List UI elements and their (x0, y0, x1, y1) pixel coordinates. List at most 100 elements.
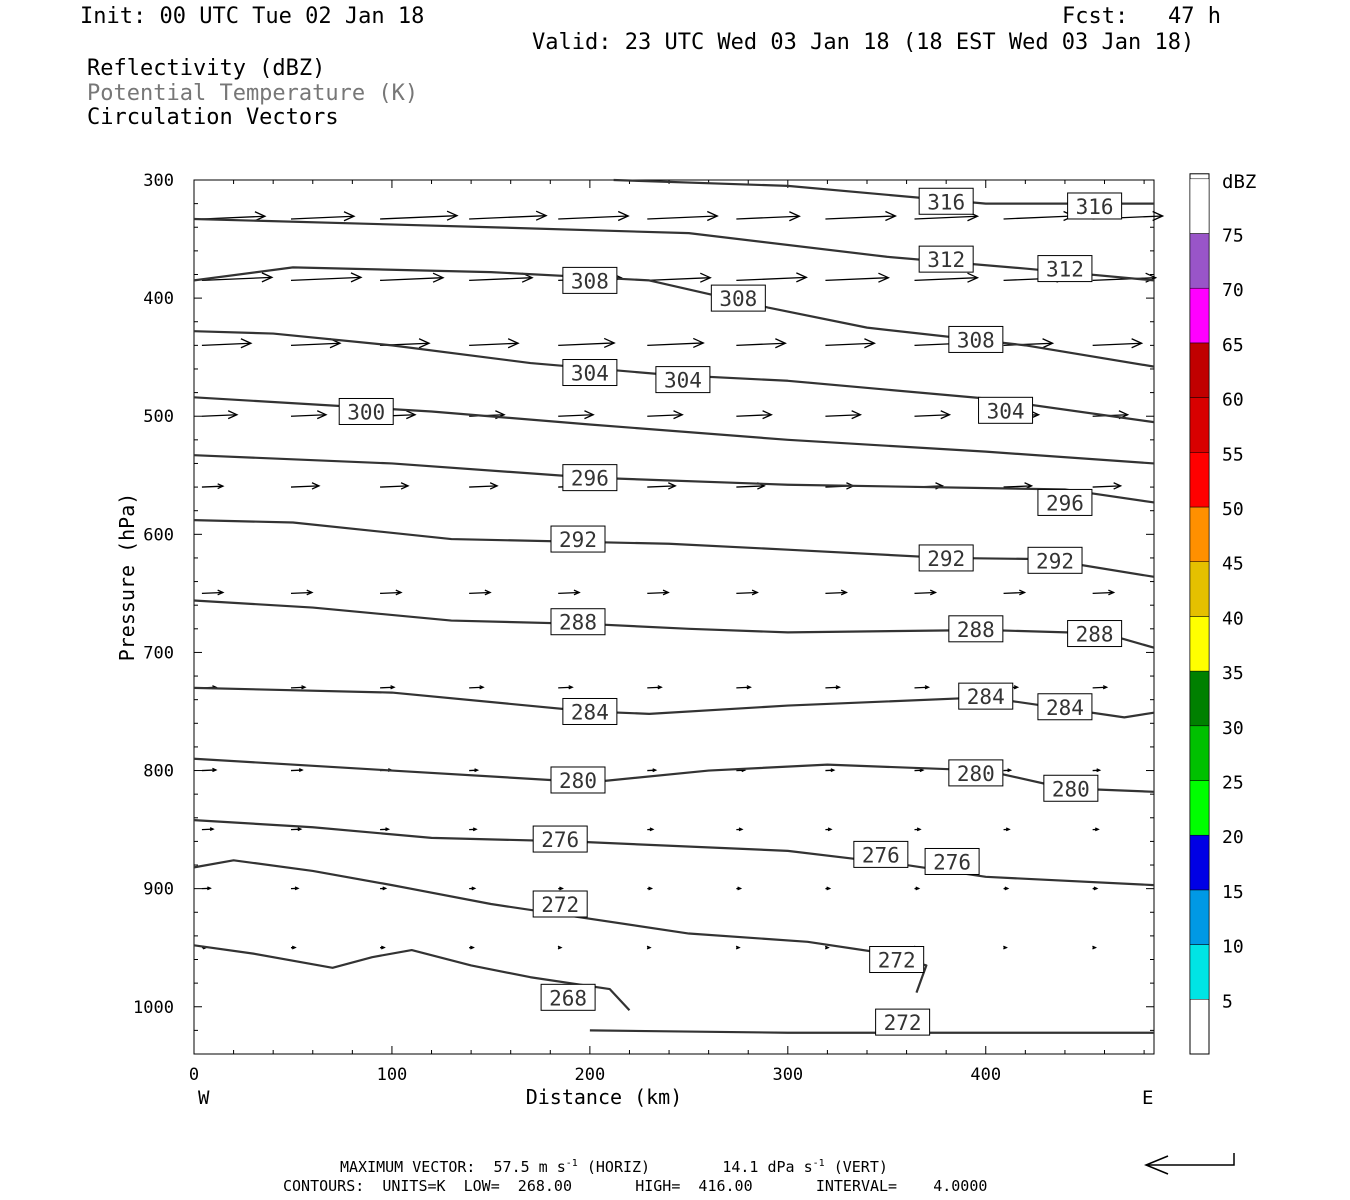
vector-arrow (290, 215, 355, 220)
vector-arrowhead (400, 482, 410, 490)
vector-arrowhead (1004, 886, 1010, 891)
vector-arrowhead (316, 410, 328, 420)
colorbar-level-label: 5 (1222, 991, 1233, 1012)
vector-arrowhead (707, 210, 719, 222)
vector-arrow (825, 277, 889, 282)
vector-arrowhead (573, 589, 581, 596)
colorbar-level-label: 60 (1222, 390, 1244, 411)
colorbar-swatch-40 (1189, 561, 1210, 617)
contour-label: 280 (559, 769, 597, 793)
x-tick-label: 100 (377, 1065, 408, 1085)
vector-arrow (380, 591, 402, 595)
x-tick-label: 400 (970, 1065, 1001, 1085)
vector-arrow (290, 485, 320, 488)
y-tick-label: 700 (143, 643, 174, 663)
vector-arrowhead (1005, 827, 1011, 832)
contour-label-box (655, 366, 711, 394)
vector-arrowhead (507, 338, 520, 349)
vector-arrowhead (789, 211, 801, 222)
vector-arrow (1003, 342, 1053, 347)
vector-arrowhead (924, 685, 931, 690)
vector-arrowhead (737, 886, 743, 891)
vector-arrow (558, 686, 573, 689)
vector-arrowhead (916, 827, 922, 832)
vector-arrowhead (406, 410, 417, 420)
vector-arrowhead (657, 685, 663, 690)
vector-arrow (647, 215, 718, 220)
contour-label-box (1037, 693, 1093, 721)
vector-arrowhead (240, 338, 253, 349)
contour-label: 284 (571, 700, 609, 724)
horiz-exponent: -1 (565, 1158, 578, 1169)
vector-arrowhead (826, 886, 832, 891)
colorbar-swatch-45 (1189, 506, 1210, 562)
theta-contour-284 (193, 686, 1155, 719)
contour-label-box (853, 840, 909, 868)
vector-arrowhead (584, 410, 595, 420)
contour-label-box (540, 983, 596, 1011)
vector-arrowhead (1007, 768, 1013, 773)
theta-contour-288 (193, 599, 1155, 649)
vector-arrowhead (885, 210, 898, 222)
vector-arrowhead (1042, 338, 1055, 349)
vector-arrow (825, 686, 840, 689)
vert-suffix: (VERT) (833, 1158, 888, 1176)
contour-label: 308 (571, 269, 609, 293)
contour-label: 292 (1036, 549, 1074, 573)
contour-label-box (1043, 774, 1099, 802)
vector-arrow (647, 414, 683, 417)
vector-arrowhead (603, 337, 616, 349)
vector-arrowhead (432, 272, 445, 283)
x-tick-label: 200 (575, 1065, 606, 1085)
vector-arrow (825, 215, 896, 220)
contour-label: 272 (884, 1011, 922, 1035)
contour-label-box (978, 396, 1034, 424)
contour-label: 312 (1046, 258, 1084, 282)
x-axis-label: Distance (km) (526, 1085, 683, 1109)
colorbar-level-label: 55 (1222, 444, 1244, 465)
vector-arrow (914, 686, 929, 689)
vector-arrow (1092, 342, 1142, 347)
contour-label: 308 (957, 328, 995, 352)
contour-label-box (918, 187, 974, 215)
vector-arrowhead (1102, 685, 1109, 690)
vector-arrow (469, 591, 491, 595)
vector-arrowhead (217, 483, 225, 490)
vector-arrow (380, 485, 409, 488)
contour-label-box (550, 608, 606, 636)
vector-arrow (201, 276, 272, 282)
vector-arrowhead (395, 589, 403, 596)
colorbar-swatch-50 (1189, 452, 1210, 508)
reference-vector (1148, 1153, 1235, 1166)
contour-label: 284 (1046, 696, 1084, 720)
vector-arrowhead (915, 886, 921, 891)
vector-arrowhead (535, 210, 548, 221)
colorbar-swatch-65 (1189, 287, 1210, 344)
vector-arrowhead (470, 945, 475, 950)
contour-label: 316 (927, 190, 965, 214)
vector-arrow (736, 276, 807, 282)
contour-label-box (958, 682, 1014, 710)
vector-arrow (1092, 277, 1156, 282)
contour-label: 296 (571, 467, 609, 491)
contour-label: 304 (571, 362, 609, 386)
contour-label: 276 (541, 828, 579, 852)
vector-arrow (647, 591, 669, 595)
vector-arrow (825, 591, 847, 595)
vector-arrowhead (418, 338, 431, 349)
contour-label: 308 (719, 287, 757, 311)
vector-arrowhead (559, 886, 564, 891)
contour-label: 284 (967, 685, 1005, 709)
vector-arrow (290, 276, 362, 282)
contour-label-box (948, 615, 1004, 643)
vector-arrow (201, 485, 223, 488)
vector-arrow (380, 215, 458, 220)
vector-arrow (647, 485, 676, 488)
field-legend-reflectivity: Reflectivity (dBZ) (87, 56, 326, 81)
valid-time: Valid: 23 UTC Wed 03 Jan 18 (18 EST Wed … (532, 30, 1195, 55)
vector-arrow (201, 342, 251, 347)
vector-arrowhead (217, 589, 225, 596)
vector-arrowhead (474, 768, 480, 773)
vector-arrow (380, 277, 444, 282)
forecast-hour: Fcst: 47 h (1062, 4, 1221, 29)
